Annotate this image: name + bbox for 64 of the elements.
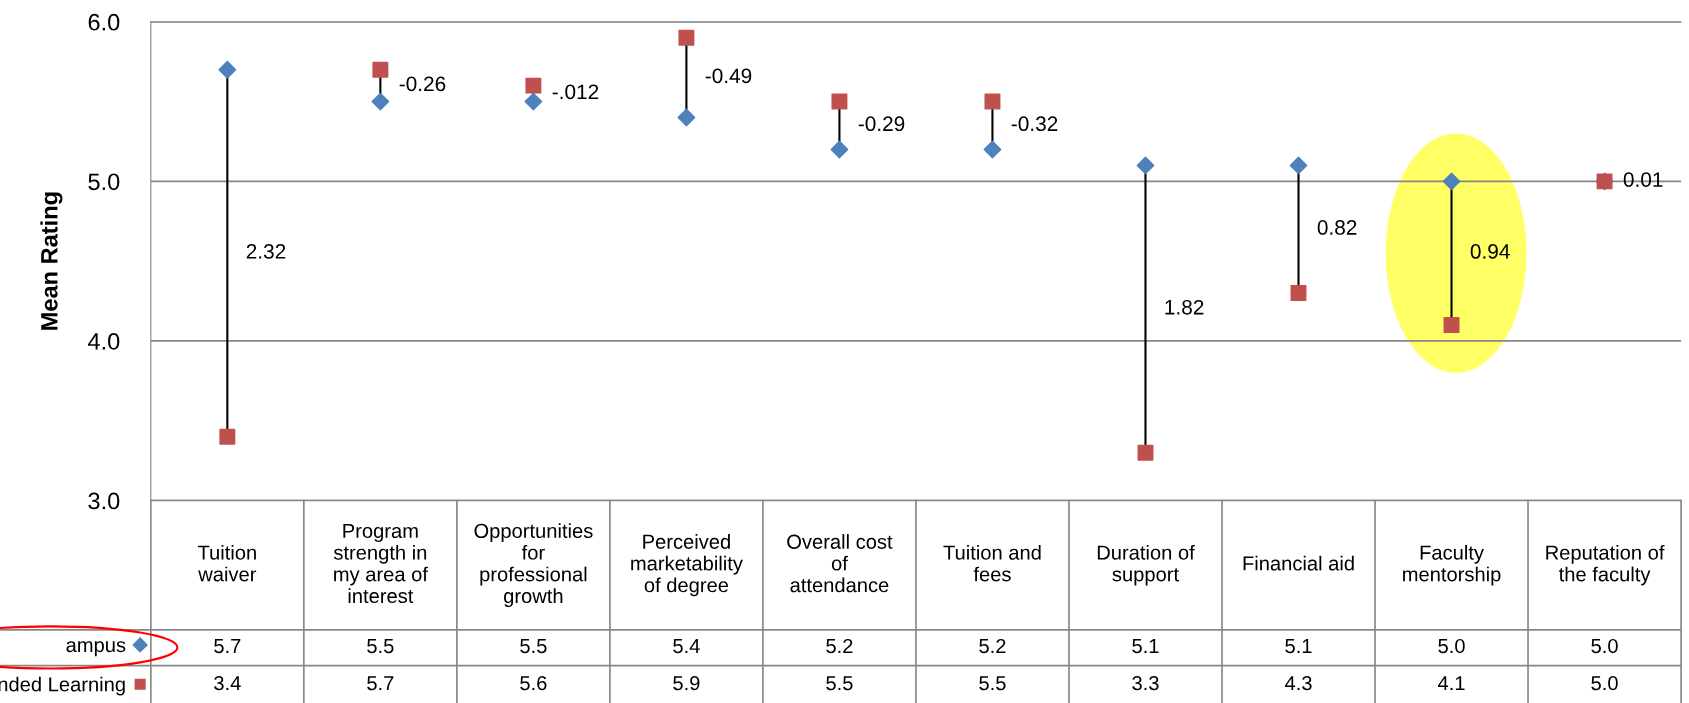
data-label: 4.3	[1284, 676, 1312, 691]
point	[1290, 285, 1307, 302]
data-label: 5.9	[673, 676, 700, 691]
x-tick-label: Tuition and fees	[943, 544, 1041, 582]
point	[677, 108, 696, 127]
data-label: 5.5	[520, 639, 547, 654]
data-label: 5.0	[1591, 638, 1618, 654]
data-label: 4.1	[1437, 676, 1465, 691]
data-label: 5.7	[367, 676, 394, 691]
point	[830, 140, 849, 159]
annotation: -0.26	[399, 76, 446, 92]
y-tick-label: 5.0	[88, 173, 120, 191]
x-tick-label: Opportunities for professional growth	[474, 523, 593, 608]
point	[1443, 317, 1460, 333]
annotation: -.012	[552, 84, 599, 100]
data-label: 3.3	[1132, 676, 1159, 691]
annotation: 0.94	[1470, 244, 1510, 259]
point	[678, 29, 695, 46]
data-label: 5.6	[520, 676, 547, 691]
annotation: 0.82	[1317, 220, 1357, 235]
x-tick-label: Financial aid	[1243, 555, 1354, 571]
x-tick-label: Faculty mentorship	[1403, 544, 1501, 586]
point	[371, 92, 390, 111]
point	[525, 77, 542, 94]
data-label: 3.4	[214, 676, 241, 691]
x-tick-label: Tuition waiver	[197, 544, 257, 582]
annotation: -0.49	[705, 68, 752, 84]
data-label: 5.0	[1438, 638, 1465, 654]
point	[984, 93, 1001, 110]
data-label: 5.4	[673, 639, 700, 654]
data-label: 5.5	[826, 676, 853, 691]
point	[1137, 444, 1154, 461]
x-tick-label: Program strength in my area of interest	[333, 523, 428, 604]
legend-label: ampus	[66, 641, 126, 657]
data-label: 5.2	[979, 638, 1006, 654]
x-tick-label: Duration of support	[1097, 544, 1195, 586]
data-label: 5.7	[214, 639, 241, 654]
point	[219, 428, 236, 445]
annotation: 0.01	[1623, 172, 1663, 187]
data-label: 5.1	[1132, 639, 1159, 654]
data-label: 5.1	[1285, 639, 1312, 654]
y-axis-title: Mean Rating	[40, 192, 63, 330]
annotation: -0.29	[858, 116, 905, 132]
annotation: -0.32	[1011, 116, 1058, 132]
data-label: 5.5	[367, 639, 394, 654]
data-label: 5.5	[979, 676, 1006, 691]
point	[524, 92, 543, 111]
point	[372, 61, 389, 78]
x-tick-label: Reputation of the faculty	[1546, 544, 1665, 586]
point	[1289, 156, 1308, 175]
point	[218, 60, 237, 79]
point	[983, 140, 1002, 159]
annotation: 1.82	[1165, 299, 1204, 315]
data-label: 5.2	[826, 638, 853, 654]
point	[1136, 156, 1155, 175]
x-tick-label: Overall cost of attendance	[787, 534, 893, 593]
y-tick-label: 3.0	[88, 492, 120, 510]
y-tick-label: 4.0	[88, 333, 120, 350]
annotation: 2.32	[246, 244, 286, 259]
data-label: 5.0	[1591, 676, 1618, 691]
x-tick-label: Perceived marketability of degree	[631, 534, 743, 597]
point	[831, 93, 848, 110]
y-tick-label: 6.0	[88, 13, 120, 31]
point	[1442, 172, 1461, 191]
